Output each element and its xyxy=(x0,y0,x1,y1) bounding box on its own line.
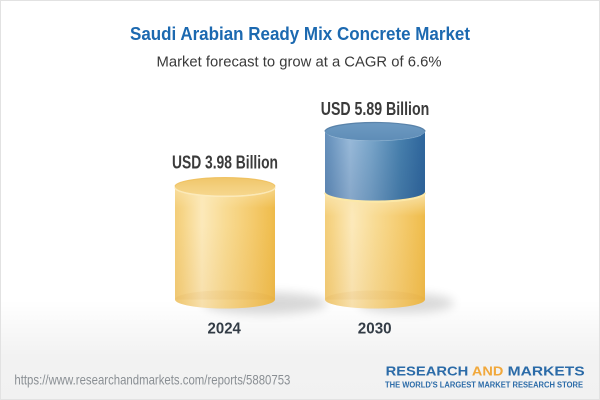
svg-text:https://www.researchandmarkets: https://www.researchandmarkets.com/repor… xyxy=(14,372,290,388)
svg-text:USD 3.98 Billion: USD 3.98 Billion xyxy=(172,153,278,173)
svg-text:THE WORLD'S LARGEST MARKET RES: THE WORLD'S LARGEST MARKET RESEARCH STOR… xyxy=(385,380,584,389)
svg-text:2030: 2030 xyxy=(358,321,392,338)
svg-text:2024: 2024 xyxy=(208,321,241,338)
svg-text:Market forecast to grow at a C: Market forecast to grow at a CAGR of 6.6… xyxy=(157,54,442,71)
svg-text:AND: AND xyxy=(472,364,503,379)
svg-text:Saudi Arabian Ready Mix Concre: Saudi Arabian Ready Mix Concrete Market xyxy=(130,24,470,44)
svg-text:RESEARCH: RESEARCH xyxy=(386,364,469,379)
svg-text:USD 5.89 Billion: USD 5.89 Billion xyxy=(321,99,430,119)
svg-text:MARKETS: MARKETS xyxy=(508,364,585,379)
